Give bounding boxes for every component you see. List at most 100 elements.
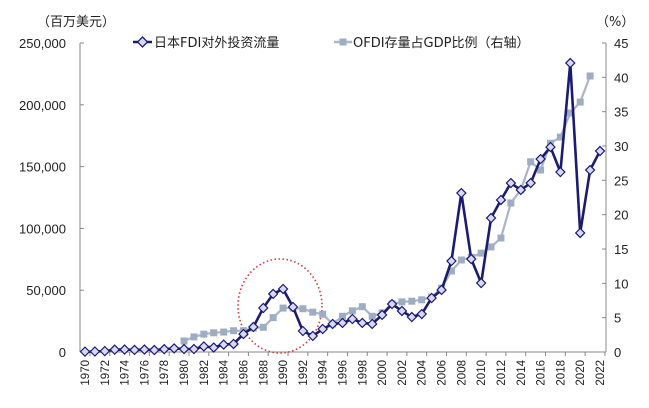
square-marker-icon xyxy=(339,38,347,46)
diamond-marker-icon xyxy=(89,346,101,357)
diamond-marker-icon xyxy=(287,301,299,313)
x-tick-label: 2006 xyxy=(437,360,449,386)
square-marker-icon xyxy=(309,308,317,316)
left-tick-label: 50,000 xyxy=(26,283,66,298)
diamond-marker-icon xyxy=(406,311,418,323)
diamond-marker-icon xyxy=(555,166,566,178)
x-tick-label: 1986 xyxy=(238,360,250,386)
square-marker-icon xyxy=(269,314,277,322)
square-marker-icon xyxy=(368,312,376,320)
x-tick-label: 2022 xyxy=(595,360,607,386)
dotted-ellipse xyxy=(237,258,323,354)
fdi-line xyxy=(84,61,602,353)
square-marker-icon xyxy=(566,109,574,117)
diamond-marker-icon xyxy=(426,292,437,304)
x-tick-label: 2014 xyxy=(516,359,528,385)
square-marker-icon xyxy=(447,267,455,275)
square-marker-icon xyxy=(348,307,356,315)
diamond-marker-icon xyxy=(327,318,338,330)
x-tick-label: 1984 xyxy=(219,359,231,385)
legend: 日本FDI对外投资流量 OFDI存量占GDP比例（右轴） xyxy=(133,35,529,51)
x-tick-label: 1990 xyxy=(278,360,290,386)
square-marker-icon xyxy=(190,333,198,341)
diamond-marker-icon xyxy=(455,187,467,199)
x-tick-label: 1982 xyxy=(199,360,211,386)
diamond-marker-icon xyxy=(347,313,358,325)
diamond-marker-icon xyxy=(475,277,487,289)
diamond-marker-icon xyxy=(257,302,269,314)
diamond-marker-icon xyxy=(129,344,140,356)
diamond-marker-icon xyxy=(208,342,220,353)
highlight-ellipse xyxy=(237,258,323,354)
diamond-marker-icon xyxy=(515,184,527,196)
x-tick-label: 1998 xyxy=(357,360,369,386)
left-tick-label: 250,000 xyxy=(19,36,66,51)
diamond-marker-icon xyxy=(79,346,91,357)
diamond-marker-icon xyxy=(297,325,309,337)
diamond-marker-icon xyxy=(238,328,249,340)
diamond-marker-icon xyxy=(465,253,477,265)
square-marker-icon xyxy=(299,305,307,313)
x-tick-label: 2004 xyxy=(417,359,429,385)
left-tick-label: 100,000 xyxy=(19,221,66,236)
right-tick-label: 15 xyxy=(614,242,628,257)
x-tick-label: 1994 xyxy=(318,359,330,385)
diamond-marker-icon xyxy=(198,341,210,352)
right-tick-label: 30 xyxy=(614,139,628,154)
diamond-marker-icon xyxy=(136,36,149,48)
square-marker-icon xyxy=(398,298,406,306)
right-tick-label: 10 xyxy=(614,276,628,291)
square-marker-icon xyxy=(487,243,495,251)
diamond-marker-icon xyxy=(119,344,130,355)
right-tick-label: 0 xyxy=(614,345,621,360)
series-fdi-flow xyxy=(79,57,606,357)
square-marker-icon xyxy=(259,323,267,331)
right-tick-label: 35 xyxy=(614,105,628,120)
x-tick-label: 2008 xyxy=(456,360,468,386)
diamond-marker-icon xyxy=(584,164,596,176)
square-marker-icon xyxy=(200,330,208,338)
right-tick-label: 25 xyxy=(614,173,628,188)
square-marker-icon xyxy=(507,199,515,207)
legend-item-fdi-flow: 日本FDI对外投资流量 xyxy=(133,35,279,51)
axes: 0 50,000 100,000 150,000 200,000 250,000 0 5 10 1… xyxy=(19,36,628,386)
square-marker-icon xyxy=(339,312,346,320)
square-marker-icon xyxy=(210,329,218,337)
diamond-marker-icon xyxy=(248,321,259,333)
diamond-marker-icon xyxy=(376,309,388,321)
right-tick-label: 5 xyxy=(614,311,621,326)
diamond-marker-icon xyxy=(178,343,190,355)
diamond-marker-icon xyxy=(495,194,507,206)
diamond-marker-icon xyxy=(545,141,556,153)
diamond-marker-icon xyxy=(337,317,348,329)
left-tick-label: 0 xyxy=(59,345,66,360)
x-tick-label: 1988 xyxy=(258,360,270,386)
diamond-marker-icon xyxy=(386,298,398,310)
x-tick-label: 1978 xyxy=(159,360,171,386)
diamond-marker-icon xyxy=(99,345,111,357)
square-marker-icon xyxy=(319,310,327,318)
diamond-marker-icon xyxy=(525,177,537,189)
left-tick-label: 200,000 xyxy=(19,98,66,113)
square-marker-icon xyxy=(457,256,465,264)
diamond-marker-icon xyxy=(317,323,329,335)
left-tick-label: 150,000 xyxy=(19,160,66,175)
square-marker-icon xyxy=(408,297,416,305)
diamond-marker-icon xyxy=(188,343,200,355)
diamond-marker-icon xyxy=(594,145,606,157)
x-tick-label: 1976 xyxy=(139,360,151,386)
x-tick-label: 2012 xyxy=(496,360,508,386)
diamond-marker-icon xyxy=(109,344,121,356)
diamond-marker-icon xyxy=(168,343,180,354)
x-tick-label: 2018 xyxy=(555,360,567,386)
square-marker-icon xyxy=(230,327,238,335)
diamond-marker-icon xyxy=(267,288,279,300)
diamond-marker-icon xyxy=(574,227,586,239)
x-tick-label: 1980 xyxy=(179,360,191,386)
diamond-marker-icon xyxy=(139,344,150,355)
x-tick-label: 2010 xyxy=(476,360,488,386)
x-tick-label: 1992 xyxy=(298,360,310,386)
right-tick-label: 45 xyxy=(614,36,628,51)
